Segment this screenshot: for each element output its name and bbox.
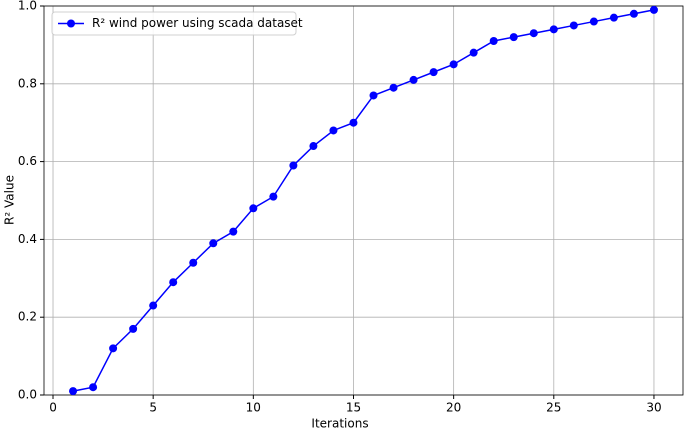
point [569,21,578,30]
x-tick-label: 20 [446,401,461,415]
point [609,13,618,22]
point [589,17,598,26]
point [109,344,118,353]
y-tick-label: 0.8 [18,76,37,90]
y-axis-label: R² Value [3,175,17,225]
point [389,83,398,92]
point [189,258,198,267]
point [129,324,138,333]
point [149,301,158,310]
point [69,387,78,396]
y-tick-label: 1.0 [18,0,37,13]
point [489,37,498,46]
x-tick-label: 15 [346,401,361,415]
point [449,60,458,69]
point [289,161,298,170]
point [369,91,378,100]
plot-frame [43,5,684,396]
point [649,5,658,14]
point [629,9,638,18]
point [169,278,178,287]
point [529,29,538,38]
point [349,118,358,127]
x-tick-label: 5 [149,401,157,415]
point [509,33,518,42]
point [269,192,278,201]
y-tick-label: 0.0 [18,388,37,402]
x-tick-label: 25 [546,401,561,415]
point [249,204,258,213]
point [229,227,238,236]
legend-label: R² wind power using scada dataset [92,16,303,30]
point [429,68,438,77]
point [549,25,558,34]
point [209,239,218,248]
x-tick-label: 30 [646,401,661,415]
y-tick-label: 0.4 [18,232,37,246]
x-tick-label: 0 [49,401,57,415]
point [329,126,338,135]
y-tick-label: 0.6 [18,154,37,168]
point [469,48,478,57]
point [409,75,418,84]
x-axis-label: Iterations [311,417,368,431]
y-tick-label: 0.2 [18,310,37,324]
line [72,9,655,392]
point [309,142,318,151]
x-tick-label: 10 [246,401,261,415]
legend-marker [67,19,75,28]
legend-box [51,11,297,36]
point [89,383,98,392]
